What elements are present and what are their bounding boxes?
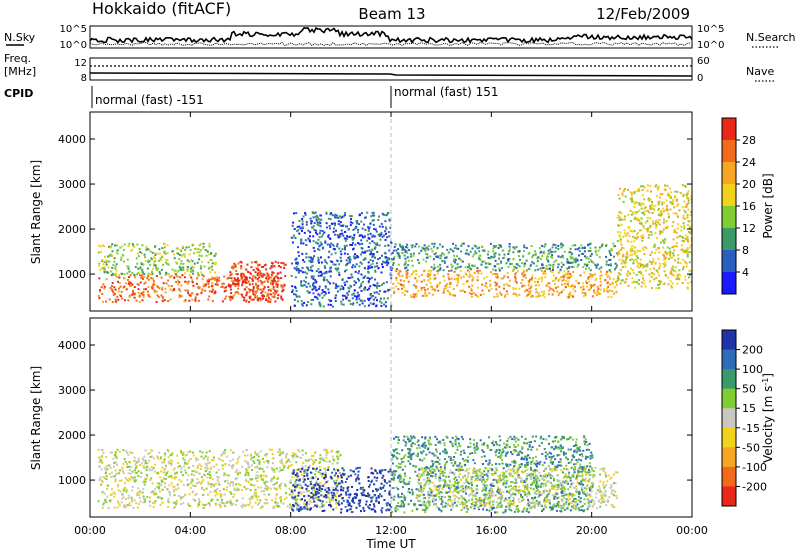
- velocity-colorbar-tick-label: -100: [742, 461, 767, 474]
- nave-label: Nave: [746, 65, 774, 78]
- power-colorbar-tick-label: 12: [742, 222, 756, 235]
- x-tick-label: 04:00: [174, 524, 206, 537]
- power-y-tick-label: 1000: [58, 268, 86, 281]
- power-colorbar-tick-label: 28: [742, 134, 756, 147]
- velocity-heatmap: [97, 318, 619, 517]
- velocity-y-tick-label: 1000: [58, 474, 86, 487]
- velocity-colorbar-segment: [722, 369, 736, 390]
- velocity-colorbar-segment: [722, 349, 736, 370]
- power-colorbar-tick-label: 20: [742, 178, 756, 191]
- nsky-label: N.Sky: [4, 31, 36, 44]
- freq-label-line1: Freq.: [4, 52, 31, 65]
- velocity-colorbar-label: Velocity [m s-1]: [761, 373, 776, 463]
- power-colorbar-tick-label: 16: [742, 200, 756, 213]
- velocity-y-tick-label: 4000: [58, 339, 86, 352]
- power-y-axis-label: Slant Range [km]: [29, 160, 43, 264]
- velocity-colorbar-tick-label: 100: [742, 363, 763, 376]
- x-tick-label: 08:00: [275, 524, 307, 537]
- velocity-colorbar-tick-label: 15: [742, 402, 756, 415]
- velocity-colorbar-frame: [721, 329, 737, 507]
- power-region: [97, 242, 217, 276]
- freq-panel: [89, 57, 693, 81]
- velocity-colorbar-tick-label: -50: [742, 441, 760, 454]
- power-region: [391, 242, 619, 272]
- x-tick-label: 00:00: [676, 524, 708, 537]
- power-region: [616, 184, 692, 290]
- cpid-label: CPID: [4, 87, 33, 100]
- date-title: 12/Feb/2009: [596, 5, 690, 23]
- power-colorbar-segment: [722, 118, 736, 141]
- velocity-colorbar-segment: [722, 447, 736, 468]
- nsky-panel: [89, 25, 693, 49]
- power-y-tick-label: 3000: [58, 178, 86, 191]
- freq-trace: [89, 72, 693, 77]
- velocity-y-tick-label: 2000: [58, 429, 86, 442]
- power-colorbar-tick-label: 8: [742, 244, 749, 257]
- power-region: [228, 260, 287, 303]
- velocity-colorbar-segment: [722, 330, 736, 351]
- power-region: [392, 269, 619, 299]
- power-heatmap: [97, 112, 692, 311]
- nsearch-trace: [89, 41, 691, 47]
- nsearch-tick-top: 10^5: [697, 24, 724, 35]
- power-colorbar-segment: [722, 162, 736, 185]
- power-region: [290, 211, 393, 308]
- nave-tick-bottom: 0: [697, 73, 703, 84]
- power-colorbar-segment: [722, 140, 736, 163]
- freq-label-line2: [MHz]: [4, 65, 36, 78]
- velocity-colorbar-tick-label: 50: [742, 383, 756, 396]
- power-colorbar-tick-label: 4: [742, 266, 749, 279]
- velocity-region: [290, 466, 393, 514]
- velocity-colorbar-tick-label: 200: [742, 344, 763, 357]
- freq-tick-top: 12: [74, 58, 87, 69]
- x-tick-label: 00:00: [74, 524, 106, 537]
- x-axis-label: Time UT: [365, 537, 416, 551]
- power-colorbar-segment: [722, 250, 736, 273]
- power-colorbar-frame: [721, 117, 737, 295]
- velocity-y-axis-label: Slant Range [km]: [29, 366, 43, 470]
- power-colorbar-label: Power [dB]: [761, 173, 775, 238]
- velocity-colorbar-segment: [722, 486, 736, 507]
- x-tick-label: 16:00: [475, 524, 507, 537]
- velocity-region: [416, 466, 619, 510]
- beam-title: Beam 13: [358, 5, 425, 23]
- station-title: Hokkaido (fitACF): [92, 0, 231, 18]
- nsky-tick-bottom: 10^0: [60, 40, 87, 51]
- velocity-colorbar-tick-label: -15: [742, 422, 760, 435]
- velocity-y-tick-label: 3000: [58, 384, 86, 397]
- power-colorbar-segment: [722, 206, 736, 229]
- cpid-segment-2: normal (fast) 151: [394, 85, 498, 99]
- power-colorbar-segment: [722, 272, 736, 295]
- power-colorbar-segment: [722, 184, 736, 207]
- nsearch-label: N.Search: [746, 31, 796, 44]
- nsky-trace: [89, 26, 693, 45]
- nave-tick-top: 60: [697, 56, 710, 67]
- cpid-segment-1: normal (fast) -151: [95, 93, 204, 107]
- x-tick-label: 12:00: [375, 524, 407, 537]
- velocity-colorbar-segment: [722, 388, 736, 409]
- velocity-colorbar-segment: [722, 427, 736, 448]
- power-colorbar-tick-label: 24: [742, 156, 756, 169]
- x-tick-label: 20:00: [576, 524, 608, 537]
- power-colorbar-segment: [722, 228, 736, 251]
- velocity-colorbar-segment: [722, 408, 736, 429]
- nsearch-tick-bottom: 10^0: [697, 40, 724, 51]
- freq-tick-bottom: 8: [81, 73, 87, 84]
- power-y-tick-label: 2000: [58, 223, 86, 236]
- velocity-colorbar-tick-label: -200: [742, 480, 767, 493]
- velocity-colorbar-segment: [722, 466, 736, 487]
- nsky-tick-top: 10^5: [60, 24, 87, 35]
- power-y-tick-label: 4000: [58, 133, 86, 146]
